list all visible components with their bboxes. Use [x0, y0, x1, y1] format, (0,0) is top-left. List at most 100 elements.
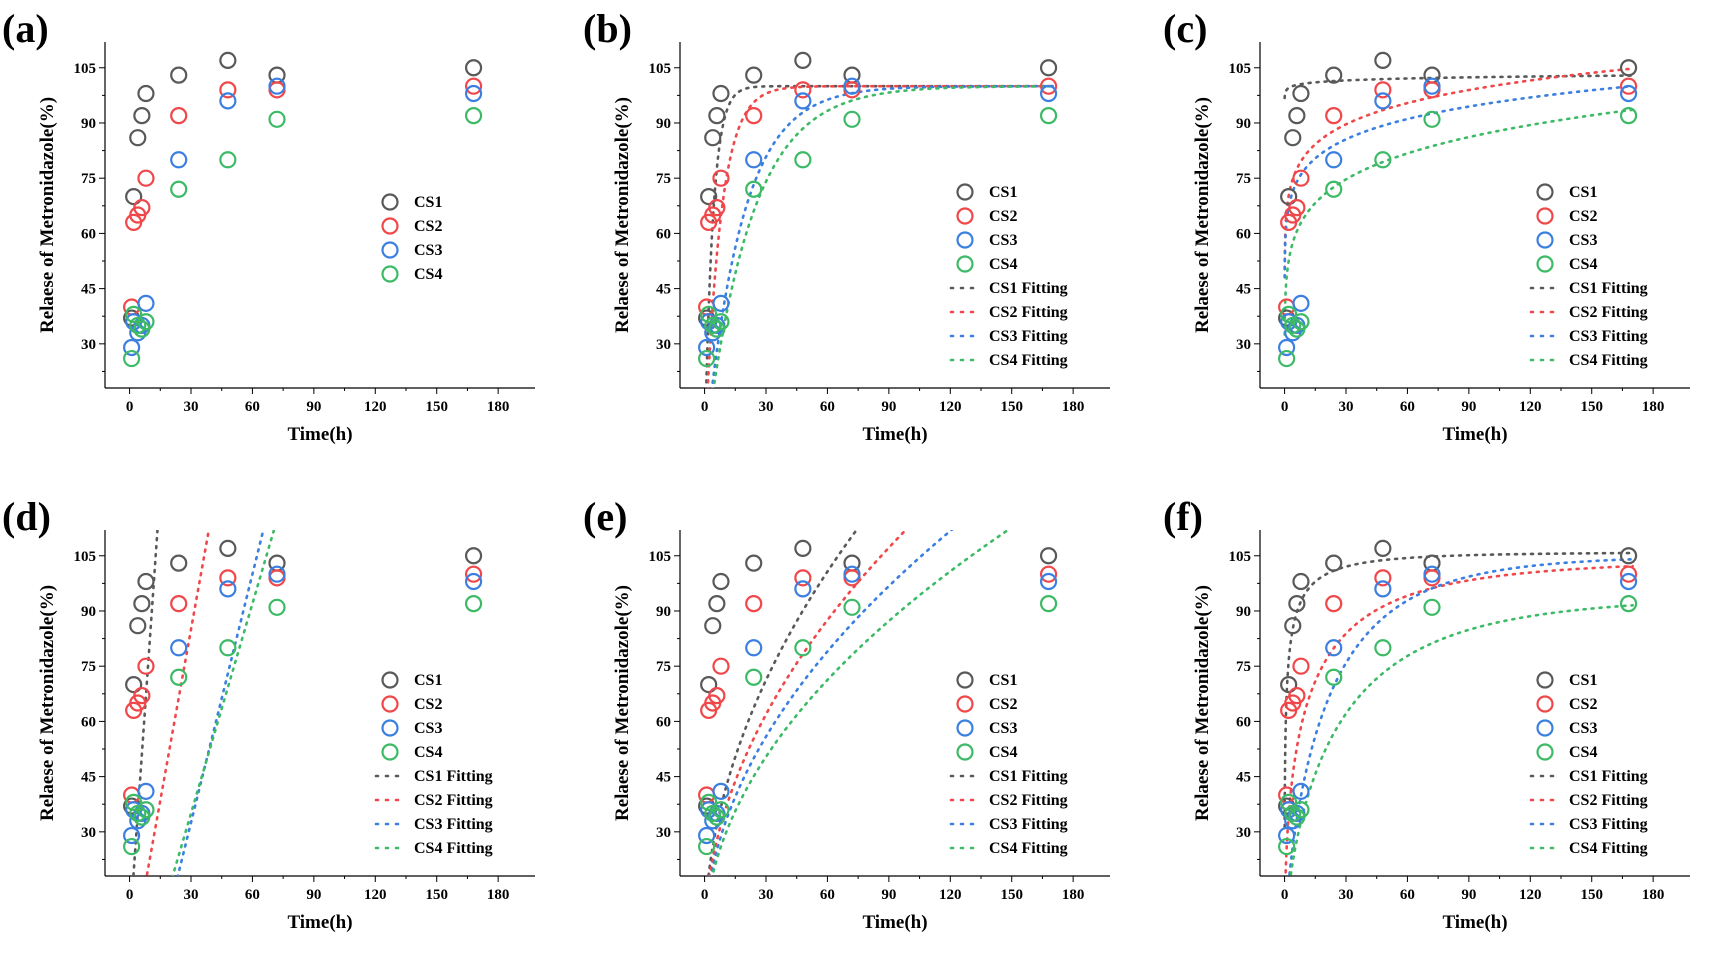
legend-marker	[1536, 719, 1554, 737]
data-point-cs3	[123, 338, 141, 357]
y-tick-label: 75	[1236, 659, 1251, 675]
y-axis-label: Relaese of Metronidazole(%)	[1192, 97, 1213, 333]
data-point-cs4	[1374, 151, 1392, 169]
data-point-cs1	[219, 51, 237, 70]
panel-b: (b) 0 30 60 90 120 150 180 30 45 60 75 90 105 Time(h) R…	[583, 6, 1110, 445]
x-tick-label: 90	[306, 399, 321, 415]
y-tick-label: 60	[81, 226, 96, 242]
legend-label: CS3 Fitting	[1569, 816, 1648, 833]
legend-marker	[956, 183, 974, 201]
x-tick-label: 150	[1580, 399, 1603, 415]
legend-label: CS4 Fitting	[989, 352, 1068, 369]
data-point-cs1	[137, 84, 155, 103]
legend-marker	[1536, 671, 1554, 689]
y-tick-label: 45	[81, 770, 96, 786]
legend-label: CS3 Fitting	[1569, 328, 1648, 345]
legend-label: CS1 Fitting	[414, 768, 493, 785]
fit-curve-cs3	[1288, 557, 1634, 876]
data-point-cs4	[745, 668, 763, 686]
y-tick-label: 30	[81, 825, 96, 841]
data-point-cs1	[133, 107, 151, 125]
legend-label: CS1	[989, 184, 1017, 201]
data-point-cs3	[1374, 580, 1392, 598]
y-tick-label: 75	[81, 171, 96, 187]
data-point-cs2	[137, 169, 155, 187]
y-tick-label: 75	[656, 659, 671, 675]
data-point-cs4	[170, 668, 188, 686]
legend-label: CS1	[414, 672, 442, 689]
legend: CS1 CS2 CS3 CS4 CS1 Fitting CS2 Fitting CS3 Fi…	[1529, 183, 1648, 369]
y-tick-label: 90	[81, 604, 96, 620]
data-point-cs2	[133, 687, 151, 705]
data-point-cs4	[129, 316, 147, 335]
data-point-cs3	[712, 294, 730, 312]
legend-marker	[381, 743, 399, 761]
y-axis-label: Relaese of Metronidazole(%)	[612, 97, 633, 333]
data-point-cs4	[1284, 804, 1302, 823]
data-point-cs1	[129, 617, 147, 635]
legend-label: CS2	[989, 208, 1017, 225]
legend-label: CS1	[989, 672, 1017, 689]
legend-marker	[956, 719, 974, 737]
data-point-cs3	[1619, 572, 1638, 591]
y-tick-label: 45	[81, 282, 96, 298]
y-tick-label: 30	[1236, 337, 1251, 353]
data-point-cs4	[1325, 180, 1343, 198]
data-point-cs2	[1325, 107, 1343, 125]
y-tick-label: 105	[1229, 549, 1252, 565]
data-point-cs2	[1288, 199, 1306, 217]
data-point-cs4	[843, 110, 861, 128]
data-point-cs4	[268, 110, 286, 128]
fit-curve-cs4	[171, 530, 276, 876]
legend-label: CS1	[1569, 672, 1597, 689]
data-point-cs1	[464, 547, 483, 565]
data-point-cs3	[268, 565, 286, 583]
panel-tag: (e)	[583, 494, 627, 539]
legend-marker	[956, 695, 974, 713]
data-point-cs4	[1039, 595, 1058, 613]
panel-c: (c) 0 30 60 90 120 150 180 30 45 60 75 90 105 Time(h) R…	[1163, 6, 1690, 445]
y-tick-label: 45	[1236, 770, 1251, 786]
data-point-cs3	[170, 639, 188, 657]
data-point-cs2	[708, 687, 726, 705]
data-point-cs3	[1325, 639, 1343, 657]
panel-tag: (b)	[583, 6, 632, 51]
data-point-cs4	[704, 804, 722, 823]
data-point-cs4	[464, 595, 483, 613]
y-tick-label: 60	[656, 714, 671, 730]
data-point-cs3	[137, 782, 155, 800]
data-point-cs4	[1278, 349, 1296, 368]
legend-label: CS3 Fitting	[989, 816, 1068, 833]
legend-label: CS3	[414, 720, 442, 737]
legend-label: CS4	[414, 744, 442, 761]
y-tick-label: 105	[74, 549, 97, 565]
fit-curve-cs4	[1289, 604, 1634, 876]
x-tick-label: 120	[939, 399, 962, 415]
data-point-cs3	[745, 639, 763, 657]
y-tick-label: 30	[1236, 825, 1251, 841]
data-point-cs4	[1292, 801, 1310, 819]
data-point-cs3	[219, 580, 237, 598]
y-axis-label: Relaese of Metronidazole(%)	[37, 585, 58, 821]
data-point-cs4	[125, 793, 143, 811]
legend-label: CS1	[1569, 184, 1597, 201]
data-point-cs4	[1292, 313, 1310, 331]
x-tick-label: 90	[1461, 399, 1476, 415]
data-point-cs2	[712, 657, 730, 675]
x-tick-label: 0	[1281, 399, 1289, 415]
x-axis-label: Time(h)	[287, 424, 352, 445]
x-tick-label: 60	[820, 399, 835, 415]
data-point-cs2	[794, 569, 812, 587]
x-tick-label: 120	[364, 887, 387, 903]
x-tick-label: 0	[701, 887, 709, 903]
data-point-cs1	[1288, 107, 1306, 125]
x-tick-label: 120	[939, 887, 962, 903]
x-tick-label: 180	[487, 887, 510, 903]
panel-tag: (d)	[2, 494, 51, 539]
legend-label: CS1	[414, 194, 442, 211]
data-point-cs1	[704, 617, 722, 635]
data-point-cs1	[137, 572, 155, 591]
legend-label: CS1 Fitting	[989, 280, 1068, 297]
data-point-cs3	[1278, 826, 1296, 845]
